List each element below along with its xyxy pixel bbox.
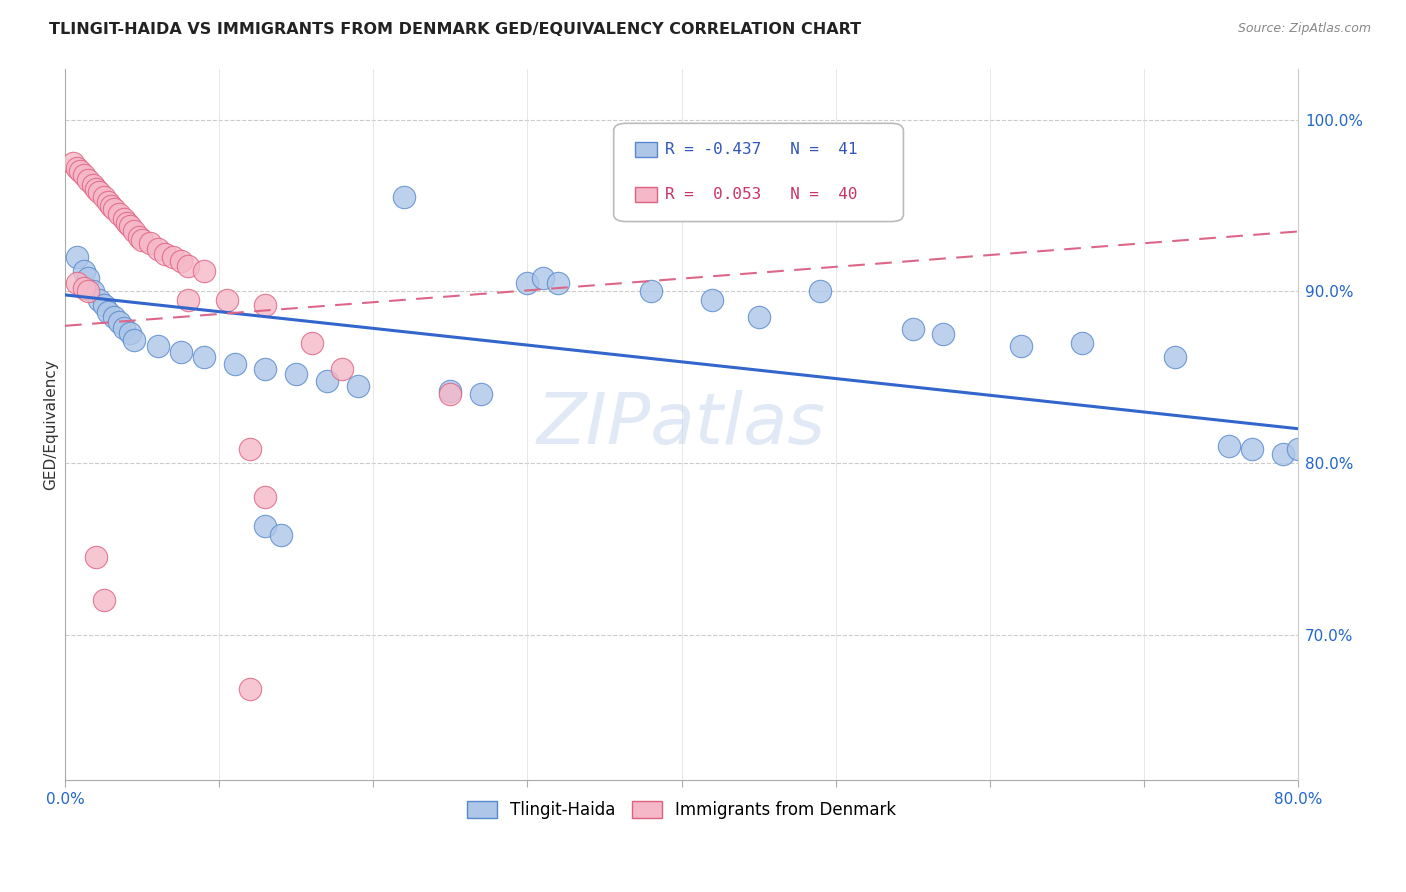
Legend: Tlingit-Haida, Immigrants from Denmark: Tlingit-Haida, Immigrants from Denmark (460, 794, 903, 825)
Point (301, 335, 323, 350)
Point (177, 259, 200, 273)
Point (84, 181, 107, 195)
Point (808, 285, 831, 299)
Point (118, 326, 141, 340)
Text: R = -0.437   N =  41: R = -0.437 N = 41 (665, 142, 858, 157)
Point (169, 253, 191, 268)
Point (97, 195, 120, 210)
Point (108, 315, 131, 329)
Point (100, 199, 122, 213)
Point (169, 344, 191, 359)
Point (215, 293, 238, 307)
Point (1271, 447, 1294, 461)
Point (139, 236, 162, 251)
Y-axis label: GED/Equivalency: GED/Equivalency (44, 359, 58, 490)
Point (72, 264, 94, 278)
Point (155, 246, 177, 260)
Point (77, 270, 100, 285)
Point (439, 384, 461, 398)
Point (531, 270, 554, 285)
Point (901, 322, 924, 336)
Point (932, 327, 955, 342)
Point (87, 293, 110, 307)
Point (193, 264, 215, 278)
Text: R =  0.053   N =  40: R = 0.053 N = 40 (665, 187, 858, 202)
FancyBboxPatch shape (634, 186, 657, 202)
Point (254, 519, 277, 533)
FancyBboxPatch shape (634, 142, 657, 158)
Point (93, 190, 115, 204)
Point (239, 442, 262, 457)
Point (112, 212, 135, 227)
Point (69, 164, 91, 178)
Point (224, 357, 246, 371)
Point (146, 242, 169, 256)
Point (254, 491, 277, 505)
Point (128, 229, 150, 244)
Point (72, 168, 94, 182)
Text: TLINGIT-HAIDA VS IMMIGRANTS FROM DENMARK GED/EQUIVALENCY CORRELATION CHART: TLINGIT-HAIDA VS IMMIGRANTS FROM DENMARK… (49, 22, 862, 37)
Point (103, 310, 125, 325)
Point (146, 339, 169, 353)
Point (270, 528, 292, 542)
Point (93, 593, 115, 607)
Point (239, 682, 262, 697)
Point (547, 276, 569, 290)
Point (97, 305, 120, 319)
Point (66, 250, 89, 264)
Point (66, 161, 89, 175)
Point (115, 216, 138, 230)
Point (193, 350, 215, 364)
Point (1218, 439, 1240, 453)
Point (1286, 442, 1309, 457)
Point (84, 550, 107, 565)
Point (77, 173, 100, 187)
Point (1163, 350, 1185, 364)
FancyBboxPatch shape (613, 123, 904, 221)
Point (516, 276, 538, 290)
Text: Source: ZipAtlas.com: Source: ZipAtlas.com (1237, 22, 1371, 36)
Point (162, 250, 184, 264)
Point (285, 367, 308, 381)
Point (1240, 442, 1263, 457)
Point (72, 281, 94, 295)
Point (112, 320, 135, 334)
Point (87, 185, 110, 199)
Point (108, 207, 131, 221)
Point (347, 379, 370, 393)
Point (392, 190, 415, 204)
Point (1010, 339, 1032, 353)
Point (470, 387, 492, 401)
Point (124, 224, 146, 238)
Point (93, 298, 115, 312)
Text: ZIPatlas: ZIPatlas (537, 390, 825, 458)
Point (748, 310, 770, 325)
Point (124, 333, 146, 347)
Point (77, 285, 100, 299)
Point (332, 361, 354, 376)
Point (1071, 335, 1094, 350)
Point (254, 361, 277, 376)
Point (131, 233, 153, 247)
Point (316, 374, 339, 388)
Point (82, 285, 104, 299)
Point (640, 285, 662, 299)
Point (118, 219, 141, 234)
Point (702, 293, 724, 307)
Point (254, 298, 277, 312)
Point (82, 178, 104, 193)
Point (103, 202, 125, 216)
Point (439, 387, 461, 401)
Point (62, 156, 84, 170)
Point (177, 293, 200, 307)
Point (66, 276, 89, 290)
